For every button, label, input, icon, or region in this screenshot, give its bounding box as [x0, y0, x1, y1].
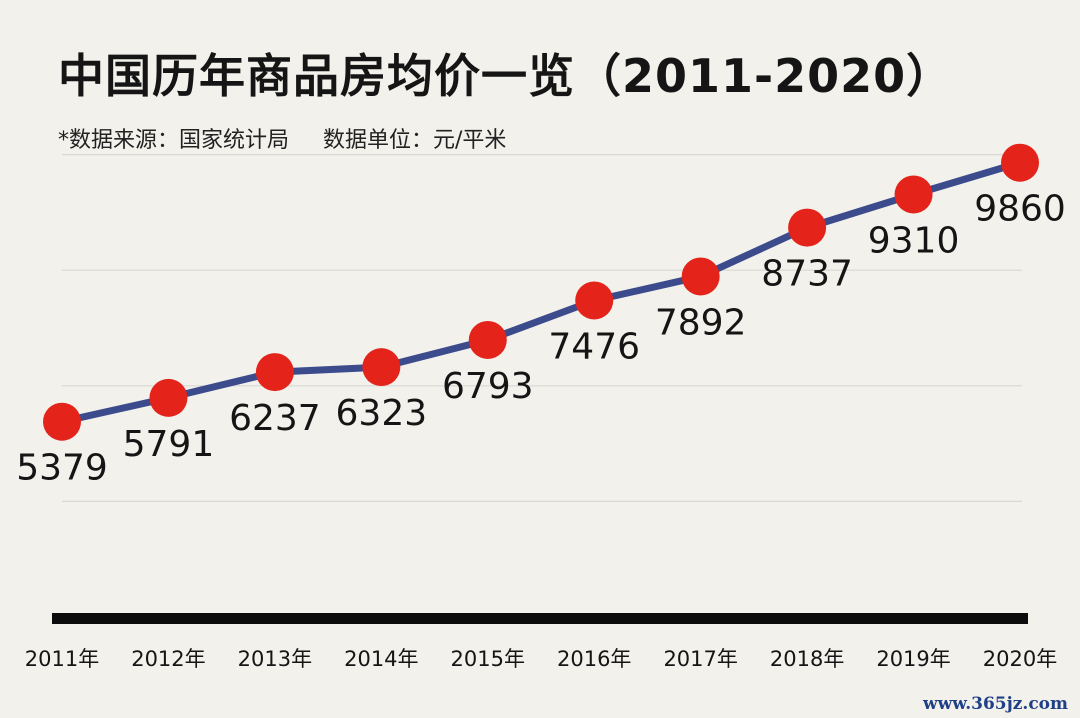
- data-source-note: *数据来源：国家统计局: [58, 128, 290, 153]
- data-labels: 5379 5791 6237 6323 6793 7476 7892 8737 9310 9860: [16, 189, 1066, 489]
- watermark: www.365jz.com: [923, 694, 1068, 714]
- data-label: 7892: [655, 302, 747, 343]
- data-point: [788, 208, 827, 247]
- series-line-group: [58, 159, 1024, 426]
- x-tick-label: 2020年: [983, 647, 1057, 671]
- x-tick-labels: 2011年 2012年 2013年 2014年 2015年 2016年 2017年 2018年…: [25, 647, 1057, 671]
- data-label: 7476: [548, 326, 640, 367]
- data-label: 6323: [336, 393, 428, 434]
- chart-title: 中国历年商品房均价一览（2011-2020）: [58, 49, 954, 103]
- x-axis: [52, 613, 1028, 624]
- x-tick-label: 2014年: [344, 647, 418, 671]
- data-label: 6237: [229, 398, 321, 439]
- data-point: [468, 320, 507, 359]
- data-point: [43, 402, 81, 441]
- data-label: 5791: [123, 424, 215, 465]
- data-label: 5379: [16, 448, 108, 489]
- x-tick-label: 2018年: [770, 647, 844, 671]
- data-label: 9310: [868, 220, 960, 261]
- data-point: [149, 378, 188, 417]
- data-points: [43, 143, 1039, 441]
- data-point: [681, 257, 720, 296]
- chart-subtitle: *数据来源：国家统计局 数据单位：元/平米: [58, 122, 506, 154]
- data-point: [362, 348, 401, 387]
- data-label: 6793: [442, 366, 534, 407]
- x-tick-label: 2013年: [238, 647, 312, 671]
- x-tick-label: 2011年: [25, 647, 99, 671]
- x-tick-label: 2012年: [131, 647, 205, 671]
- x-tick-label: 2016年: [557, 647, 631, 671]
- data-point: [894, 175, 933, 214]
- data-unit-note: 数据单位：元/平米: [323, 128, 507, 153]
- x-tick-label: 2015年: [451, 647, 525, 671]
- data-label: 8737: [761, 254, 853, 295]
- data-point: [1001, 143, 1039, 182]
- data-label: 9860: [974, 189, 1066, 230]
- x-axis-line: [52, 613, 1028, 624]
- data-point: [255, 353, 294, 392]
- x-tick-label: 2017年: [663, 647, 737, 671]
- series-line: [58, 159, 1024, 426]
- data-point: [575, 281, 614, 320]
- x-tick-label: 2019年: [876, 647, 950, 671]
